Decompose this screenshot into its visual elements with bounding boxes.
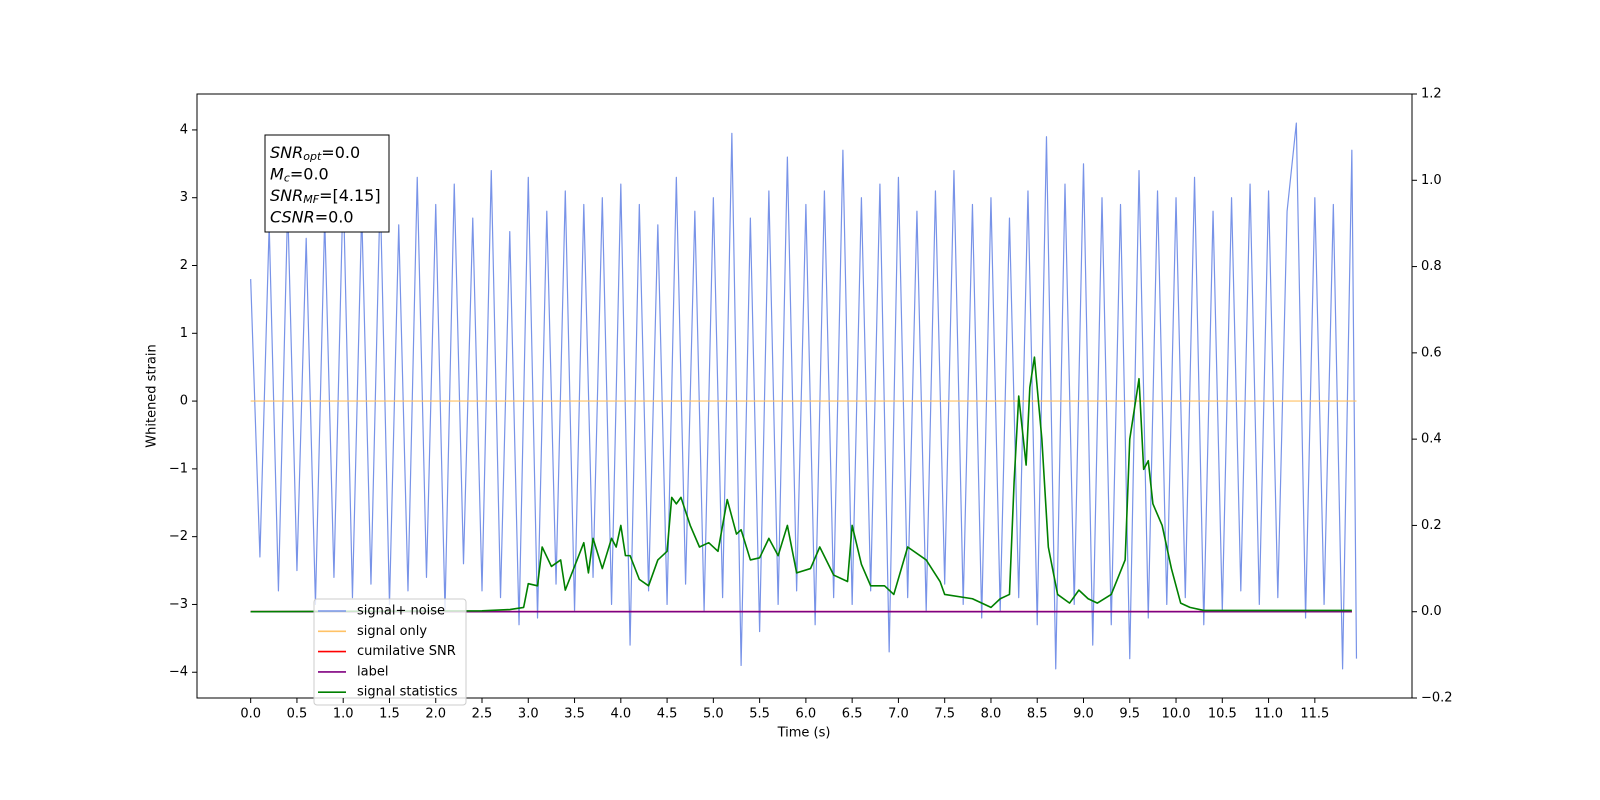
x-tick-label: 3.0 (518, 707, 539, 722)
x-tick-label: 2.0 (425, 707, 446, 722)
y2-tick-label: 0.8 (1421, 259, 1442, 274)
x-tick-label: 7.0 (888, 707, 909, 722)
y2-tick-label: 0.6 (1421, 345, 1442, 360)
x-tick-label: 11.0 (1254, 707, 1283, 722)
series-line (250, 356, 1352, 613)
y2-tick-label: 0.2 (1421, 518, 1442, 533)
x-tick-label: 8.0 (981, 707, 1002, 722)
y-tick-label: −1 (169, 461, 188, 476)
y-tick-label: −2 (169, 529, 188, 544)
x-tick-label: 5.5 (749, 707, 770, 722)
annotation: SNRMF=[4.15] (270, 186, 381, 207)
y-tick-label: 1 (180, 326, 188, 341)
x-tick-label: 10.5 (1208, 707, 1237, 722)
x-tick-label: 9.5 (1119, 707, 1140, 722)
x-tick-label: 4.0 (610, 707, 631, 722)
x-tick-label: 4.5 (657, 707, 678, 722)
x-tick-label: 8.5 (1027, 707, 1048, 722)
annotation-value: =0.0 (321, 143, 360, 162)
x-tick-label: 10.0 (1162, 707, 1191, 722)
legend-label: signal+ noise (357, 604, 445, 619)
y-tick-label: 4 (180, 122, 188, 137)
series-line (250, 122, 1358, 670)
legend-frame (313, 598, 467, 706)
axes-frame (196, 93, 1413, 699)
x-tick-label: 7.5 (934, 707, 955, 722)
annotation-symbol: M (270, 164, 284, 183)
x-tick-label: 6.5 (842, 707, 863, 722)
y2-tick-label: 1.2 (1421, 87, 1442, 102)
y2-tick-label: 0.4 (1421, 432, 1442, 447)
y-axis-label: Whitened strain (145, 344, 160, 447)
annotation: SNRopt=0.0 (270, 143, 360, 164)
annotation-subscript: c (284, 172, 290, 185)
annotation: CSNR=0.0 (270, 207, 354, 226)
annotation-frame (264, 134, 390, 233)
y2-tick-label: 0.0 (1421, 604, 1442, 619)
annotation-value: =0.0 (290, 164, 329, 183)
x-tick-label: 1.5 (379, 707, 400, 722)
x-tick-label: 3.5 (564, 707, 585, 722)
annotation: Mc=0.0 (270, 164, 329, 185)
x-tick-label: 9.0 (1073, 707, 1094, 722)
annotation-symbol: CSNR (270, 207, 315, 226)
annotation-subscript: MF (303, 193, 319, 206)
x-tick-label: 0.0 (240, 707, 261, 722)
legend-label: signal statistics (357, 685, 458, 700)
legend-label: cumilative SNR (357, 644, 456, 659)
y2-tick-label: −0.2 (1421, 691, 1453, 706)
y2-tick-label: 1.0 (1421, 173, 1442, 188)
y-tick-label: −3 (169, 597, 188, 612)
legend: signal+ noise signal only cumilative SNR la… (313, 598, 467, 706)
y-tick-label: −4 (169, 665, 188, 680)
legend-label: label (357, 664, 388, 679)
annotation-symbol: SNR (270, 186, 303, 205)
annotation-subscript: opt (303, 150, 322, 163)
y-tick-label: 0 (180, 394, 188, 409)
x-tick-label: 11.5 (1300, 707, 1329, 722)
annotation-symbol: SNR (270, 143, 303, 162)
x-axis-label: Time (s) (777, 726, 831, 741)
x-tick-label: 6.0 (796, 707, 817, 722)
x-tick-label: 5.0 (703, 707, 724, 722)
x-tick-label: 0.5 (287, 707, 308, 722)
y-tick-label: 2 (180, 258, 188, 273)
legend-label: signal only (357, 624, 427, 639)
x-tick-label: 2.5 (472, 707, 493, 722)
annotation-value: =[4.15] (319, 186, 381, 205)
annotation-value: =0.0 (315, 207, 354, 226)
y-tick-label: 3 (180, 190, 188, 205)
x-tick-label: 1.0 (333, 707, 354, 722)
